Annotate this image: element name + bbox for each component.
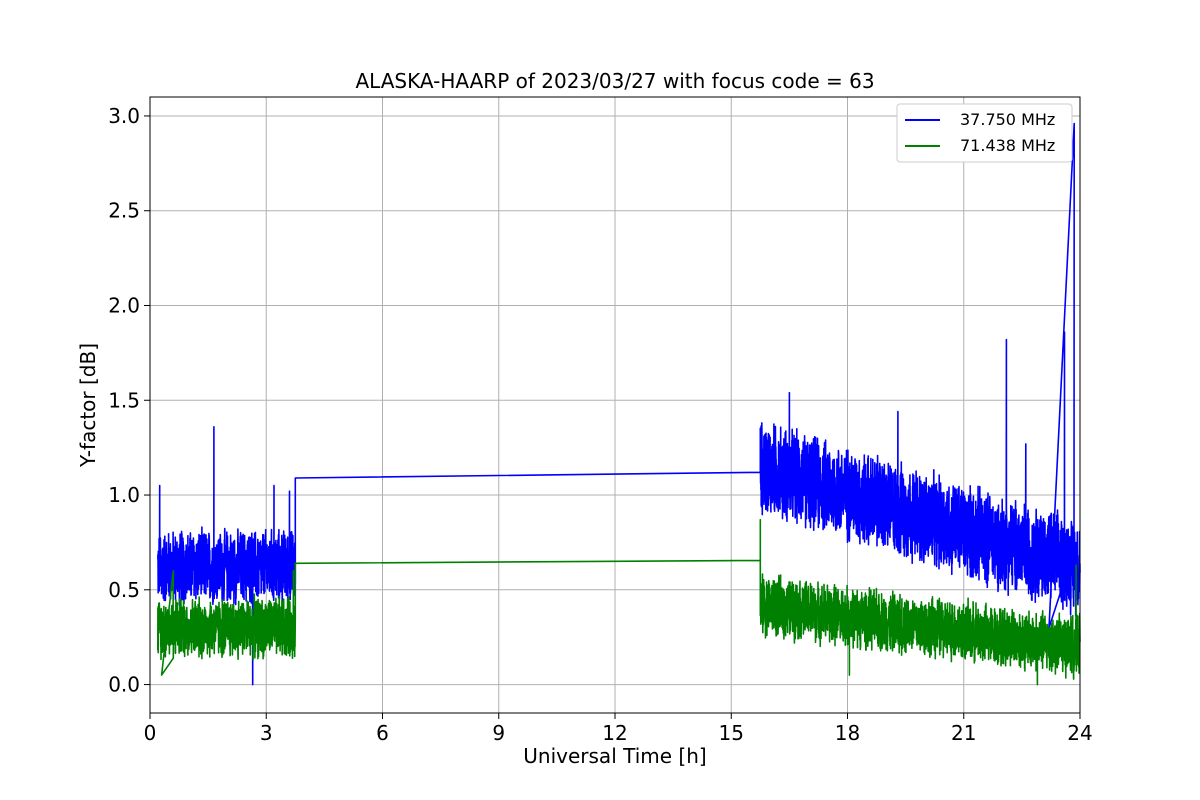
- y-tick-label: 3.0: [108, 104, 140, 128]
- y-axis: 0.0 0.5 1.0 1.5 2.0 2.5 3.0: [108, 104, 150, 697]
- x-tick-label: 15: [719, 721, 744, 745]
- x-tick-label: 9: [492, 721, 505, 745]
- legend-label-71438: 71.438 MHz: [960, 136, 1055, 155]
- y-tick-label: 1.0: [108, 483, 140, 507]
- y-axis-label: Y-factor [dB]: [76, 343, 100, 468]
- y-tick-label: 0.5: [108, 578, 140, 602]
- legend-box: [896, 103, 1073, 163]
- series-line-1: [157, 518, 1081, 686]
- grid: [149, 97, 1081, 713]
- x-tick-label: 0: [144, 721, 157, 745]
- legend: 37.750 MHz 71.438 MHz: [896, 103, 1073, 163]
- y-tick-label: 0.0: [108, 673, 140, 697]
- chart-title: ALASKA-HAARP of 2023/03/27 with focus co…: [355, 69, 874, 93]
- series-line-0: [157, 122, 1081, 686]
- x-axis: 0 3 6 9 12 15 18 21 24: [144, 713, 1093, 745]
- legend-label-37750: 37.750 MHz: [960, 110, 1055, 129]
- x-axis-label: Universal Time [h]: [523, 744, 706, 768]
- y-tick-label: 2.0: [108, 293, 140, 317]
- series-group: [157, 122, 1081, 686]
- y-tick-label: 2.5: [108, 199, 140, 223]
- y-tick-label: 1.5: [108, 388, 140, 412]
- x-tick-label: 18: [835, 721, 860, 745]
- x-tick-label: 6: [376, 721, 389, 745]
- x-tick-label: 24: [1067, 721, 1092, 745]
- x-tick-label: 21: [951, 721, 976, 745]
- x-tick-label: 12: [602, 721, 627, 745]
- x-tick-label: 3: [260, 721, 273, 745]
